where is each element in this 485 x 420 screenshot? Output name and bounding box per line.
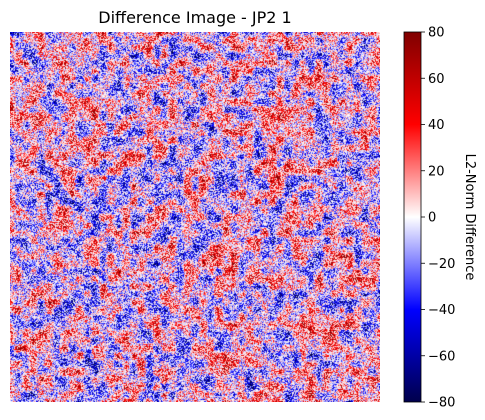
chart-title: Difference Image - JP2 1	[98, 8, 292, 27]
colorbar-tick-label: −60	[428, 349, 455, 364]
colorbar-ticks: 80 60 40 20 0 −20 −40 −60 −80	[421, 26, 455, 411]
colorbar-tick-label: 60	[428, 72, 445, 87]
colorbar-tick-label: 80	[428, 26, 445, 41]
heatmap-image	[10, 32, 380, 402]
colorbar-gradient	[403, 31, 422, 403]
colorbar-tick-label: −40	[428, 303, 455, 318]
colorbar-tick-label: 40	[428, 118, 445, 133]
colorbar-tick-label: 20	[428, 164, 445, 179]
difference-heatmap	[10, 32, 380, 402]
colorbar-tick-label: −80	[428, 396, 455, 411]
colorbar-tick-label: −20	[428, 257, 455, 272]
colorbar-tick-label: 0	[428, 211, 436, 226]
colorbar-label: L2-Norm Difference	[462, 154, 477, 281]
